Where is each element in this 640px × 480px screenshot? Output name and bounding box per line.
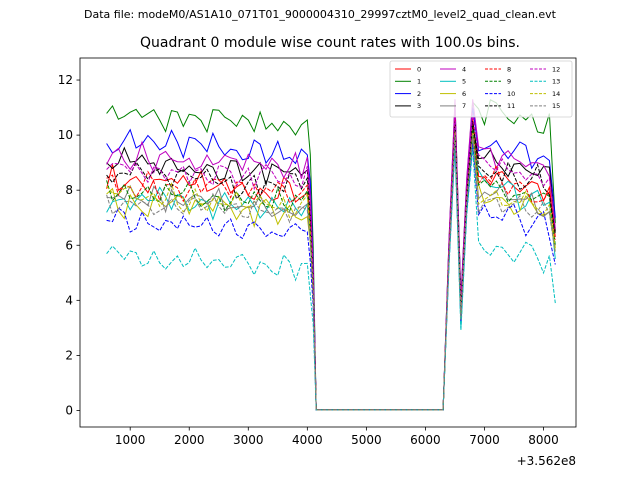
x-tick-label: 7000 [469, 433, 500, 447]
series-line-3 [106, 124, 556, 411]
chart-title: Quadrant 0 module wise count rates with … [140, 35, 520, 51]
legend-label-9: 9 [507, 78, 511, 86]
legend-label-11: 11 [507, 102, 515, 110]
series-line-4 [106, 99, 556, 411]
legend-label-4: 4 [462, 65, 466, 73]
x-tick-label: 3000 [233, 433, 264, 447]
legend-label-3: 3 [417, 102, 421, 110]
series-line-11 [106, 121, 556, 411]
x-tick-label: 8000 [528, 433, 559, 447]
plot-area [106, 99, 556, 411]
x-tick-label: 5000 [351, 433, 382, 447]
legend-label-8: 8 [507, 65, 511, 73]
y-tick-label: 8 [65, 183, 73, 197]
legend-label-15: 15 [552, 102, 560, 110]
y-tick-label: 4 [65, 293, 73, 307]
x-tick-label: 4000 [292, 433, 323, 447]
legend-label-0: 0 [417, 65, 421, 73]
x-tick-label: 1000 [115, 433, 146, 447]
series-line-9 [106, 126, 556, 411]
x-tick-label: 6000 [410, 433, 441, 447]
legend-label-12: 12 [552, 65, 560, 73]
series-line-6 [106, 135, 556, 411]
x-offset-label: +3.562e8 [517, 454, 576, 468]
legend-label-1: 1 [417, 78, 421, 86]
legend-label-13: 13 [552, 78, 560, 86]
y-tick-label: 0 [65, 403, 73, 417]
series-line-1 [106, 99, 556, 411]
y-tick-label: 12 [58, 73, 73, 87]
legend-label-2: 2 [417, 90, 421, 98]
axes-frame [79, 57, 577, 428]
legend-label-6: 6 [462, 90, 466, 98]
legend-box [389, 60, 573, 118]
x-tick-label: 2000 [174, 433, 205, 447]
legend-label-7: 7 [462, 102, 466, 110]
series-line-14 [106, 132, 556, 411]
y-tick-label: 6 [65, 238, 73, 252]
series-line-7 [106, 129, 556, 411]
y-tick-label: 2 [65, 348, 73, 362]
series-line-12 [106, 113, 556, 411]
series-line-15 [106, 135, 556, 411]
y-tick-label: 10 [58, 128, 73, 142]
legend-label-14: 14 [552, 90, 560, 98]
series-line-13 [106, 148, 556, 411]
figure-suptitle: Data file: modeM0/AS1A10_071T01_90000043… [84, 8, 556, 21]
legend-label-10: 10 [507, 90, 515, 98]
legend-label-5: 5 [462, 78, 466, 86]
